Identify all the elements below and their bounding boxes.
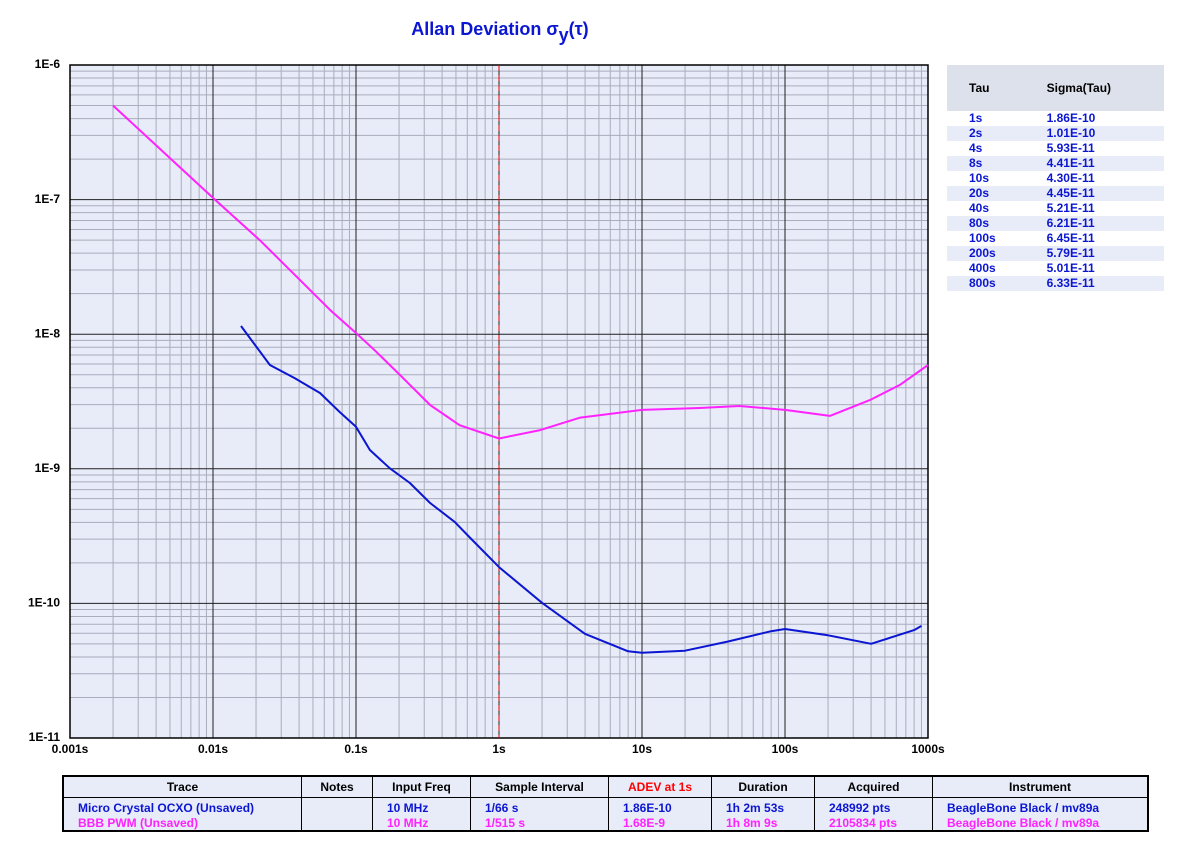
trace-cell: BeagleBone Black / mv89a	[932, 797, 1149, 815]
x-tick-label: 1s	[492, 742, 506, 756]
tau-row: 400s 5.01E-11	[947, 261, 1164, 276]
tau-cell: 100s	[947, 231, 1025, 246]
tau-cell: 4.30E-11	[1024, 171, 1164, 186]
trace-cell: BeagleBone Black / mv89a	[932, 815, 1149, 831]
x-tick-label: 0.01s	[198, 742, 228, 756]
title-tail: (τ)	[569, 19, 589, 39]
tau-cell: 1.86E-10	[1024, 111, 1164, 126]
x-tick-label: 10s	[632, 742, 652, 756]
tau-cell: 200s	[947, 246, 1025, 261]
tau-row: 40s 5.21E-11	[947, 201, 1164, 216]
trace-header: Trace	[62, 775, 302, 798]
trace-grid: Trace Notes Input Freq Sample Interval ADEV …	[62, 775, 1149, 832]
tau-cell: 6.45E-11	[1024, 231, 1164, 246]
tau-cell: 1.01E-10	[1024, 126, 1164, 141]
tau-row: 20s 4.45E-11	[947, 186, 1164, 201]
tau-row: 200s 5.79E-11	[947, 246, 1164, 261]
tau-cell: 5.21E-11	[1024, 201, 1164, 216]
tau-header-row: Tau Sigma(Tau)	[947, 65, 1164, 111]
y-tick-label: 1E-6	[35, 57, 61, 71]
tau-cell: 10s	[947, 171, 1025, 186]
tau-cell: 1s	[947, 111, 1025, 126]
trace-cell: 1h 8m 9s	[711, 815, 815, 831]
trace-cell: 1/66 s	[470, 797, 609, 815]
series-line	[240, 325, 922, 654]
chart-title: Allan Deviation σy(τ)	[411, 19, 588, 45]
trace-cell: 248992 pts	[814, 797, 933, 815]
trace-cell: 2105834 pts	[814, 815, 933, 831]
trace-cell: 10 MHz	[372, 815, 471, 831]
tau-cell: 800s	[947, 276, 1025, 291]
trace-header: Duration	[711, 775, 815, 798]
trace-header-row: Trace Notes Input Freq Sample Interval ADEV …	[62, 775, 1149, 798]
trace-notes	[301, 815, 373, 831]
trace-header: Instrument	[932, 775, 1149, 798]
trace-row: BBB PWM (Unsaved) 10 MHz 1/515 s 1.68E-9 1h …	[62, 815, 1149, 831]
tau-row: 100s 6.45E-11	[947, 231, 1164, 246]
trace-name: BBB PWM (Unsaved)	[62, 815, 302, 831]
tau-cell: 4s	[947, 141, 1025, 156]
tau-row: 8s 4.41E-11	[947, 156, 1164, 171]
trace-cell: 1.68E-9	[608, 815, 712, 831]
tau-cell: 40s	[947, 201, 1025, 216]
tau-row: 10s 4.30E-11	[947, 171, 1164, 186]
trace-cell: 10 MHz	[372, 797, 471, 815]
tau-grid: Tau Sigma(Tau) 1s 1.86E-10 2s 1.01E-10 4s 5.93E…	[947, 65, 1164, 291]
tau-header: Sigma(Tau)	[1046, 81, 1112, 95]
tau-cell: 4.41E-11	[1024, 156, 1164, 171]
tau-cell: 5.79E-11	[1024, 246, 1164, 261]
y-tick-label: 1E-10	[28, 596, 60, 610]
y-tick-label: 1E-8	[35, 326, 61, 340]
trace-header: Input Freq	[372, 775, 471, 798]
trace-cell: 1h 2m 53s	[711, 797, 815, 815]
x-tick-label: 0.1s	[344, 742, 368, 756]
trace-header: Notes	[301, 775, 373, 798]
trace-table: Trace Notes Input Freq Sample Interval ADEV …	[62, 775, 1149, 832]
tau-cell: 80s	[947, 216, 1025, 231]
tau-row: 2s 1.01E-10	[947, 126, 1164, 141]
tau-cell: 400s	[947, 261, 1025, 276]
y-tick-label: 1E-11	[29, 730, 61, 744]
tau-table: Tau Sigma(Tau) 1s 1.86E-10 2s 1.01E-10 4s 5.93E…	[947, 65, 1164, 291]
trace-cell: 1.86E-10	[608, 797, 712, 815]
trace-notes	[301, 797, 373, 815]
tau-row: 80s 6.21E-11	[947, 216, 1164, 231]
title-main: Allan Deviation σ	[411, 19, 558, 39]
tau-cell: 5.01E-11	[1024, 261, 1164, 276]
x-tick-label: 1000s	[911, 742, 945, 756]
tau-row: 800s 6.33E-11	[947, 276, 1164, 291]
trace-header: Acquired	[814, 775, 933, 798]
trace-header: ADEV at 1s	[608, 775, 712, 798]
tau-cell: 20s	[947, 186, 1025, 201]
trace-name: Micro Crystal OCXO (Unsaved)	[62, 797, 302, 815]
trace-cell: 1/515 s	[470, 815, 609, 831]
tau-cell: 4.45E-11	[1024, 186, 1164, 201]
tau-cell: 5.93E-11	[1024, 141, 1164, 156]
trace-header: Sample Interval	[470, 775, 609, 798]
y-tick-label: 1E-9	[35, 461, 61, 475]
tau-cell: 6.21E-11	[1024, 216, 1164, 231]
tau-header: Tau	[969, 81, 990, 95]
y-tick-label: 1E-7	[35, 192, 61, 206]
series-line	[112, 104, 929, 440]
tau-row: 1s 1.86E-10	[947, 111, 1164, 126]
tau-cell: 6.33E-11	[1024, 276, 1164, 291]
title-sub: y	[559, 25, 569, 45]
tau-row: 4s 5.93E-11	[947, 141, 1164, 156]
trace-row: Micro Crystal OCXO (Unsaved) 10 MHz 1/66 s…	[62, 797, 1149, 815]
tau-cell: 2s	[947, 126, 1025, 141]
x-tick-label: 100s	[772, 742, 799, 756]
tau-cell: 8s	[947, 156, 1025, 171]
x-tick-label: 0.001s	[52, 742, 89, 756]
